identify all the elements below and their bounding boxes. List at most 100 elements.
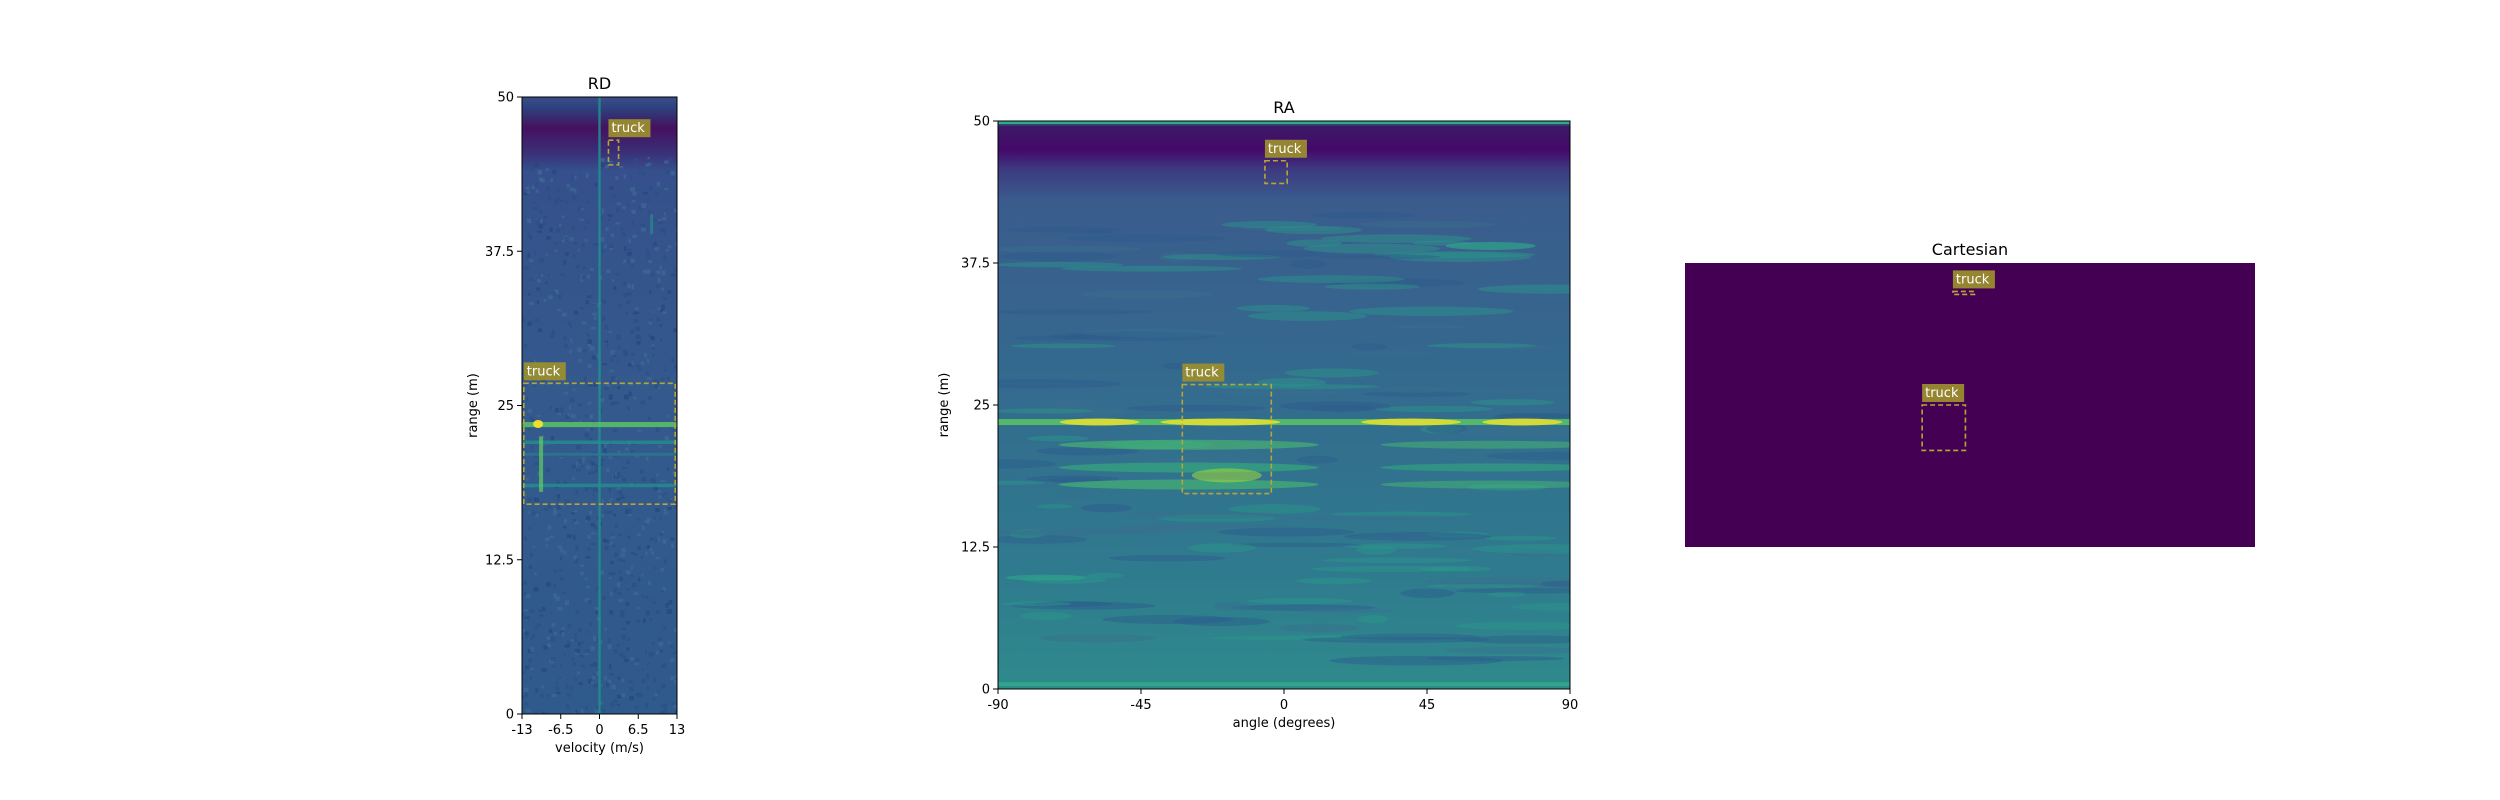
noise-speckle (644, 702, 649, 708)
noise-speckle (628, 239, 631, 244)
noise-speckle (665, 249, 669, 252)
noise-speckle (660, 568, 664, 572)
noise-speckle (663, 508, 667, 512)
noise-speckle (660, 664, 666, 668)
noise-speckle (664, 187, 669, 191)
detection-box[interactable]: truck (1264, 139, 1307, 185)
clutter-streak (1310, 566, 1473, 573)
box-outline[interactable] (1181, 383, 1273, 495)
noise-speckle (641, 679, 646, 684)
noise-speckle (581, 459, 585, 464)
noise-speckle (660, 650, 663, 653)
detection-box[interactable]: truck (607, 119, 651, 166)
noise-speckle (664, 559, 667, 564)
noise-speckle (525, 186, 530, 190)
clutter-streak (1055, 493, 1095, 499)
noise-speckle (609, 380, 614, 384)
noise-speckle (610, 358, 614, 362)
box-outline[interactable] (1264, 159, 1288, 185)
noise-speckle (641, 525, 645, 531)
noise-speckle (670, 537, 675, 541)
detection-box[interactable]: truck (1181, 363, 1273, 495)
chart-title: RA (1273, 98, 1294, 117)
noise-speckle (648, 319, 653, 322)
noise-speckle (630, 565, 634, 570)
noise-speckle (655, 284, 660, 289)
target-peak (1191, 468, 1262, 483)
noise-speckle (572, 662, 576, 666)
box-outline[interactable] (522, 382, 677, 506)
detection-box[interactable]: truck (522, 362, 677, 506)
noise-speckle (549, 405, 552, 409)
noise-speckle (557, 545, 563, 549)
clutter-streak (1288, 515, 1458, 522)
noise-speckle (668, 600, 673, 605)
noise-speckle (575, 710, 578, 714)
noise-speckle (621, 693, 626, 697)
noise-speckle (529, 302, 534, 306)
noise-speckle (643, 191, 648, 195)
noise-speckle (585, 173, 589, 179)
noise-speckle (646, 252, 651, 257)
noise-speckle (547, 274, 551, 278)
noise-speckle (616, 358, 619, 363)
noise-speckle (538, 224, 543, 229)
noise-speckle (673, 328, 677, 333)
noise-speckle (620, 613, 625, 617)
noise-speckle (652, 598, 655, 602)
noise-speckle (617, 558, 623, 562)
clutter-streak (1470, 399, 1555, 406)
noise-speckle (616, 703, 621, 706)
noise-speckle (586, 630, 589, 634)
noise-speckle (671, 175, 675, 178)
y-tick-label: 0 (506, 708, 514, 723)
clutter-streak (1320, 254, 1441, 260)
detection-box[interactable]: truck (1952, 270, 1995, 296)
noise-speckle (563, 550, 567, 555)
noise-speckle (617, 450, 621, 453)
noise-speckle (613, 649, 618, 654)
noise-speckle (654, 384, 660, 389)
noise-speckle (578, 275, 581, 278)
noise-speckle (635, 657, 640, 662)
noise-speckle (613, 513, 617, 517)
noise-speckle (656, 317, 661, 321)
clutter-streak (1080, 503, 1132, 513)
range-return-band (522, 452, 677, 456)
clutter-streak (1471, 544, 1570, 554)
noise-speckle (624, 447, 629, 451)
noise-speckle (657, 637, 662, 642)
noise-speckle (584, 239, 589, 242)
box-outline[interactable] (607, 139, 620, 166)
noise-speckle (651, 344, 655, 348)
y-tick-label: 0 (982, 683, 990, 698)
noise-speckle (664, 435, 670, 441)
noise-speckle (561, 627, 565, 630)
noise-speckle (585, 201, 589, 205)
clutter-streak (998, 245, 1142, 253)
box-outline[interactable] (1952, 290, 1976, 296)
noise-speckle (593, 383, 598, 387)
noise-speckle (541, 711, 545, 714)
noise-speckle (663, 709, 668, 714)
detection-box[interactable]: truck (1921, 384, 1967, 452)
noise-speckle (661, 493, 665, 498)
noise-speckle (651, 641, 655, 645)
noise-speckle (626, 588, 630, 591)
noise-speckle (535, 189, 539, 193)
noise-speckle (649, 618, 653, 621)
noise-speckle (666, 414, 669, 418)
noise-speckle (523, 494, 526, 497)
noise-speckle (522, 669, 525, 675)
noise-speckle (648, 210, 651, 215)
clutter-streak (1445, 581, 1570, 590)
noise-speckle (639, 469, 644, 475)
noise-speckle (659, 309, 664, 312)
noise-speckle (558, 294, 563, 299)
noise-speckle (634, 326, 640, 331)
noise-speckle (563, 336, 568, 341)
noise-speckle (652, 485, 657, 490)
noise-speckle (584, 577, 588, 581)
clutter-streak (1048, 331, 1217, 341)
box-outline[interactable] (1921, 404, 1967, 452)
